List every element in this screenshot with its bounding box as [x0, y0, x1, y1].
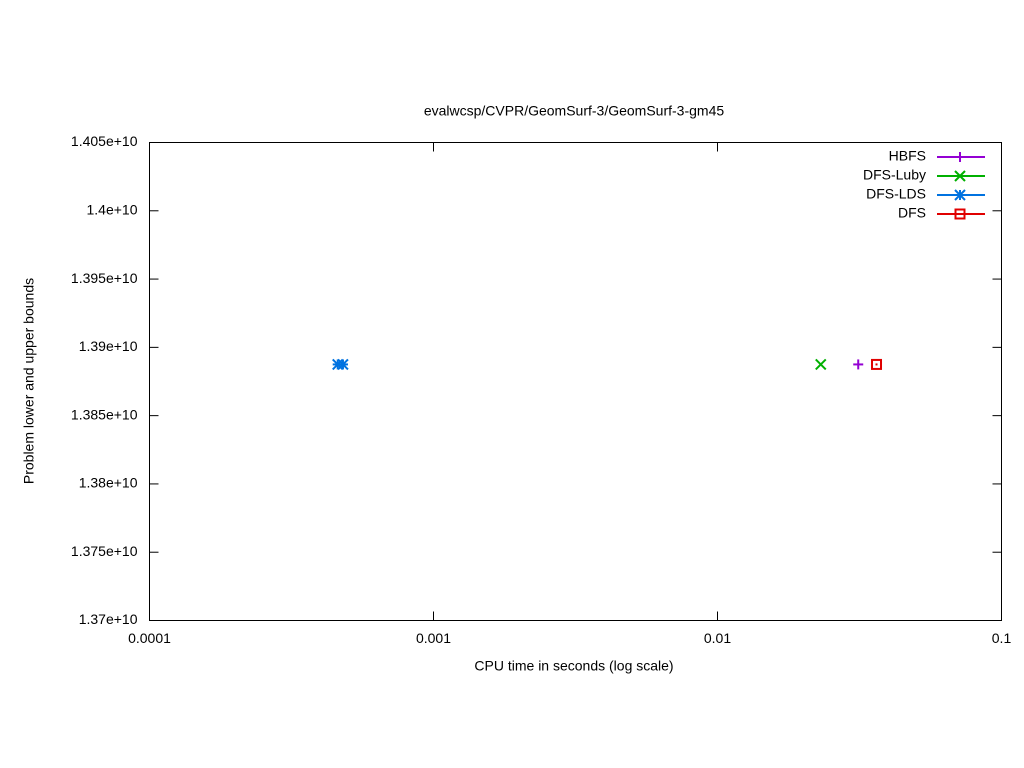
y-tick-label: 1.39e+10	[79, 338, 138, 354]
y-tick-label: 1.375e+10	[71, 543, 138, 559]
marker-box	[871, 358, 883, 370]
plot-frame	[149, 142, 1002, 621]
y-tick-label: 1.385e+10	[71, 406, 138, 422]
legend-label: DFS	[898, 205, 926, 221]
x-tick-label: 0.1	[992, 630, 1012, 646]
legend-label: DFS-LDS	[866, 186, 926, 202]
data-point	[871, 358, 883, 370]
data-point	[815, 358, 827, 371]
y-tick-label: 1.405e+10	[71, 133, 138, 149]
marker-dot	[959, 213, 961, 215]
x-tick-label: 0.01	[704, 630, 731, 646]
data-point	[853, 359, 864, 370]
x-tick-label: 0.001	[416, 630, 451, 646]
x-axis-label: CPU time in seconds (log scale)	[474, 658, 673, 674]
legend-label: DFS-Luby	[863, 167, 926, 183]
legend-entry: DFS-Luby	[863, 167, 985, 183]
data-point	[337, 358, 349, 371]
y-tick-label: 1.37e+10	[79, 611, 138, 627]
legend-label: HBFS	[889, 148, 926, 164]
y-tick-label: 1.4e+10	[87, 201, 138, 217]
legend-entry: DFS-LDS	[866, 186, 985, 202]
y-axis-label: Problem lower and upper bounds	[21, 278, 37, 484]
marker-box	[954, 208, 966, 220]
y-tick-label: 1.38e+10	[79, 475, 138, 491]
y-tick-label: 1.395e+10	[71, 270, 138, 286]
marker-dot	[875, 363, 878, 366]
marker-stroke	[337, 358, 349, 371]
marker-stroke	[332, 358, 344, 371]
legend-entry: DFS	[898, 205, 985, 221]
legend-entry: HBFS	[889, 148, 985, 164]
chart-title: evalwcsp/CVPR/GeomSurf-3/GeomSurf-3-gm45	[424, 103, 725, 119]
marker-stroke	[954, 189, 966, 201]
marker-stroke	[954, 170, 966, 182]
x-tick-label: 0.0001	[128, 630, 171, 646]
marker-stroke	[815, 358, 827, 371]
